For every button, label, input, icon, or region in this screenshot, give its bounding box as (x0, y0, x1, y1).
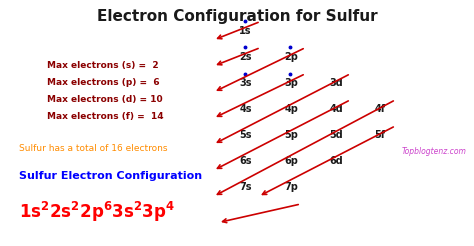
Text: 6p: 6p (284, 156, 298, 166)
Text: 3p: 3p (284, 78, 298, 88)
Text: 1s: 1s (239, 26, 252, 36)
Text: 7p: 7p (284, 182, 298, 192)
Text: 6d: 6d (329, 156, 343, 166)
Text: Electron Configuration for Sulfur: Electron Configuration for Sulfur (97, 9, 377, 24)
Text: 3s: 3s (239, 78, 252, 88)
Text: 6s: 6s (239, 156, 252, 166)
Text: 2p: 2p (284, 52, 298, 62)
Text: 5p: 5p (284, 130, 298, 140)
Text: Sulfur has a total of 16 electrons: Sulfur has a total of 16 electrons (19, 144, 167, 153)
Text: 3d: 3d (329, 78, 343, 88)
Text: 2s: 2s (239, 52, 252, 62)
Text: Max electrons (s) =  2: Max electrons (s) = 2 (47, 61, 159, 70)
Text: 4s: 4s (239, 104, 252, 114)
Text: 5d: 5d (329, 130, 343, 140)
Text: 4p: 4p (284, 104, 298, 114)
Text: 5f: 5f (374, 130, 385, 140)
Text: Max electrons (f) =  14: Max electrons (f) = 14 (47, 112, 164, 121)
Text: 5s: 5s (239, 130, 252, 140)
Text: 4d: 4d (329, 104, 343, 114)
Text: Sulfur Electron Configuration: Sulfur Electron Configuration (19, 171, 202, 181)
Text: 7s: 7s (239, 182, 252, 192)
Text: Max electrons (d) = 10: Max electrons (d) = 10 (47, 95, 163, 104)
Text: 4f: 4f (374, 104, 385, 114)
Text: $\mathbf{1s^22s^22p^63s^23p^4}$: $\mathbf{1s^22s^22p^63s^23p^4}$ (19, 200, 175, 224)
Text: Topblogtenz.com: Topblogtenz.com (401, 147, 466, 156)
Text: Max electrons (p) =  6: Max electrons (p) = 6 (47, 78, 160, 87)
